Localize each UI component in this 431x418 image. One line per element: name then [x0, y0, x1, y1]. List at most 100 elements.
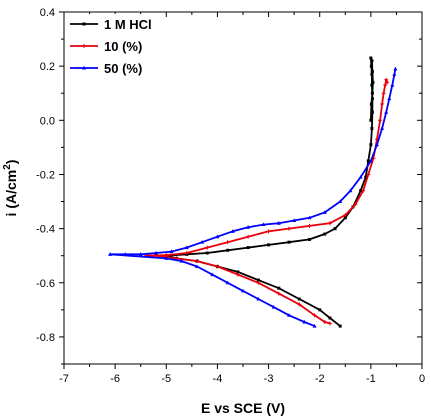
x-tick-label: -5 — [161, 373, 171, 385]
data-point — [307, 215, 312, 220]
data-point — [338, 199, 343, 204]
data-point — [387, 96, 392, 101]
data-point — [184, 245, 189, 250]
data-point — [200, 239, 205, 244]
data-point — [322, 210, 327, 214]
data-point — [366, 172, 371, 177]
data-point — [369, 64, 373, 68]
series — [164, 56, 375, 328]
data-point — [271, 304, 276, 309]
series-group — [108, 56, 398, 328]
data-point — [392, 72, 397, 76]
data-point — [370, 72, 374, 76]
data-point — [261, 222, 266, 227]
data-point — [364, 175, 368, 179]
x-tick-label: -4 — [213, 373, 223, 385]
y-tick-label: 0.4 — [40, 7, 55, 19]
legend-entry: 50 (%) — [70, 61, 142, 76]
data-point — [230, 229, 235, 233]
data-point — [246, 225, 251, 229]
axes: -7 -6 -5 -4 -3 -2 -1 0 -0.8 -0.6 -0.4 -0.2 0.0 0.2 0.4 — [36, 7, 425, 385]
data-point — [369, 118, 373, 122]
data-point — [343, 213, 348, 218]
data-point — [380, 102, 385, 107]
data-point — [246, 234, 251, 239]
data-point — [370, 110, 374, 114]
data-point — [385, 80, 390, 85]
data-point — [368, 158, 373, 163]
data-point — [374, 142, 379, 147]
legend: 1 M HCl 10 (%) 50 (%) — [68, 14, 162, 84]
data-point — [369, 143, 373, 147]
data-point — [370, 91, 374, 95]
data-point — [287, 313, 292, 317]
data-point — [381, 91, 386, 96]
data-point — [322, 320, 327, 325]
y-tick-label: -0.4 — [36, 224, 55, 236]
data-point — [292, 218, 297, 222]
data-point — [348, 188, 353, 193]
series — [143, 77, 390, 326]
data-point — [343, 216, 347, 220]
data-point — [235, 272, 240, 277]
data-point — [267, 243, 271, 247]
data-point — [82, 65, 86, 70]
data-point — [194, 264, 199, 269]
data-point — [138, 252, 143, 256]
x-axis-title: E vs SCE (V) — [201, 400, 285, 416]
data-point — [307, 237, 311, 241]
data-point — [297, 297, 301, 301]
data-point — [225, 240, 230, 245]
data-point — [256, 280, 261, 285]
data-point — [383, 83, 388, 88]
data-point — [210, 272, 215, 277]
legend-entry: 10 (%) — [70, 39, 142, 54]
data-point — [236, 270, 240, 274]
y-axis-title: i (A/cm2) — [2, 160, 19, 217]
data-point — [359, 189, 363, 193]
data-point — [370, 97, 374, 101]
legend-label: 50 (%) — [104, 61, 142, 76]
data-point — [277, 286, 281, 290]
data-point — [393, 66, 398, 71]
data-point — [323, 232, 327, 236]
data-point — [276, 221, 281, 225]
data-point — [215, 234, 220, 239]
data-point — [327, 221, 332, 226]
data-point — [312, 313, 317, 318]
y-axis-title-superscript: 2 — [2, 164, 13, 170]
x-tick-label: -3 — [264, 373, 274, 385]
y-tick-label: -0.8 — [36, 332, 55, 344]
data-point — [297, 302, 302, 307]
data-point — [361, 188, 366, 193]
data-point — [366, 159, 370, 163]
data-point — [241, 288, 245, 293]
series-line — [145, 78, 389, 257]
data-point — [256, 296, 261, 301]
data-point — [154, 250, 159, 255]
y-tick-label: -0.6 — [36, 278, 55, 290]
y-tick-label: 0.2 — [40, 61, 55, 73]
y-tick-label: -0.2 — [36, 169, 55, 181]
series-line — [110, 68, 397, 256]
data-point — [370, 126, 374, 130]
data-point — [123, 252, 128, 256]
data-point — [384, 109, 389, 114]
x-tick-label: -7 — [59, 373, 69, 385]
data-point — [215, 264, 220, 269]
data-point — [369, 56, 373, 60]
data-point — [338, 324, 342, 328]
x-tick-label: -2 — [315, 373, 325, 385]
series-line — [109, 253, 315, 327]
data-point — [82, 44, 86, 48]
data-point — [328, 316, 332, 320]
y-axis-title-close: ) — [3, 160, 19, 165]
data-point — [164, 256, 169, 260]
data-point — [333, 227, 337, 231]
series — [108, 66, 398, 328]
data-point — [370, 70, 374, 74]
data-point — [371, 80, 375, 84]
data-point — [358, 174, 363, 179]
series-line — [145, 254, 331, 325]
